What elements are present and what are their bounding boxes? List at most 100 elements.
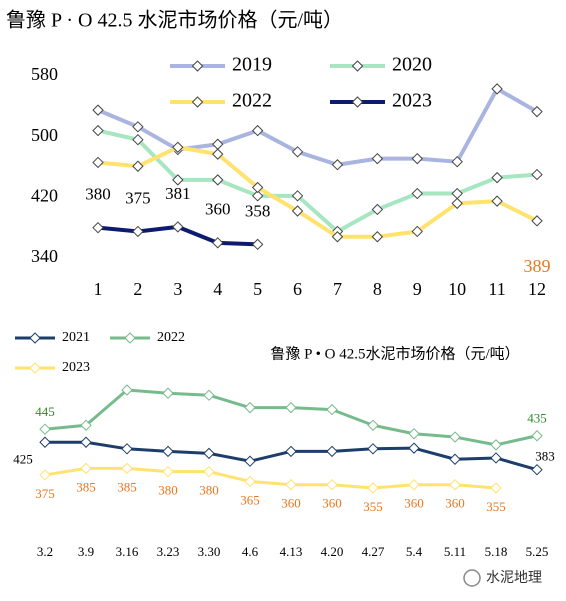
point-marker <box>203 389 215 401</box>
point-marker <box>371 203 384 216</box>
data-label: 375 <box>35 486 55 501</box>
data-label: 360 <box>205 200 231 219</box>
data-label: 380 <box>158 483 178 498</box>
data-label: 360 <box>404 496 424 511</box>
point-marker <box>212 174 224 186</box>
x-tick-label: 4 <box>213 279 222 299</box>
point-marker <box>367 482 379 494</box>
watermark-text: 水泥地理 <box>486 570 542 586</box>
point-marker <box>371 231 384 243</box>
point-marker <box>92 156 104 169</box>
point-marker <box>491 195 503 207</box>
x-tick-label: 4.20 <box>321 544 344 559</box>
watermark: 水泥地理 <box>463 569 542 587</box>
point-marker <box>172 174 184 186</box>
x-tick-label: 5.18 <box>485 544 508 559</box>
point-marker <box>92 104 104 116</box>
x-tick-label: 10 <box>448 279 466 299</box>
legend-label: 2023 <box>62 360 90 375</box>
point-marker <box>172 221 184 233</box>
data-label: 381 <box>165 184 191 203</box>
point-marker <box>244 455 256 467</box>
point-marker <box>490 452 502 464</box>
x-tick-label: 2 <box>133 279 142 299</box>
point-marker <box>92 221 104 234</box>
x-tick-label: 12 <box>528 279 546 299</box>
data-label: 360 <box>322 496 342 511</box>
point-marker <box>212 148 224 160</box>
point-marker <box>251 190 264 202</box>
point-marker <box>326 403 338 416</box>
point-marker <box>162 387 174 399</box>
point-marker <box>132 160 144 172</box>
legend-marker <box>351 96 364 108</box>
point-marker <box>408 442 420 454</box>
point-marker <box>212 138 224 150</box>
data-label: 355 <box>363 499 383 514</box>
x-tick-label: 11 <box>488 279 505 299</box>
point-marker <box>411 225 423 238</box>
point-marker <box>491 171 503 184</box>
watermark-icon <box>463 569 481 587</box>
point-marker <box>162 445 174 458</box>
point-marker <box>291 205 304 217</box>
data-label: 389 <box>524 256 551 276</box>
legend-marker <box>29 362 41 374</box>
point-marker <box>251 238 264 251</box>
point-marker <box>132 133 144 146</box>
x-tick-label: 4.6 <box>242 544 259 559</box>
point-marker <box>531 215 543 227</box>
point-marker <box>132 225 144 238</box>
point-marker <box>326 479 338 491</box>
point-marker <box>285 479 297 491</box>
x-tick-label: 9 <box>413 279 422 299</box>
point-marker <box>451 155 463 168</box>
point-marker <box>408 479 420 491</box>
point-marker <box>212 237 224 249</box>
point-marker <box>285 445 297 458</box>
x-tick-label: 3.23 <box>157 544 180 559</box>
data-label: 355 <box>486 499 506 514</box>
data-label: 375 <box>125 188 151 207</box>
point-marker <box>449 431 461 443</box>
legend-marker <box>29 332 41 344</box>
point-marker <box>449 479 461 491</box>
point-marker <box>251 124 264 137</box>
data-label: 358 <box>245 201 271 220</box>
point-marker <box>531 168 543 181</box>
point-marker <box>490 439 502 451</box>
legend-marker <box>124 332 136 344</box>
point-marker <box>371 152 384 165</box>
y-tick-label: 580 <box>31 64 58 84</box>
point-marker <box>491 83 503 95</box>
x-tick-label: 3.9 <box>78 544 94 559</box>
x-tick-label: 7 <box>333 279 342 299</box>
x-tick-label: 3.2 <box>37 544 53 559</box>
legend-label: 2021 <box>62 330 90 345</box>
point-marker <box>80 462 92 475</box>
point-marker <box>251 181 264 194</box>
point-marker <box>203 447 215 460</box>
data-label: 425 <box>13 451 33 466</box>
point-marker <box>244 401 256 414</box>
series-line <box>44 388 538 447</box>
point-marker <box>490 482 502 494</box>
point-marker <box>132 121 144 133</box>
point-marker <box>285 401 297 414</box>
data-label: 435 <box>527 411 547 426</box>
point-marker <box>451 197 463 210</box>
legend-label: 2023 <box>392 90 432 112</box>
point-marker <box>531 463 543 476</box>
data-label: 383 <box>535 449 555 464</box>
x-tick-label: 6 <box>293 279 302 299</box>
chart-title: 鲁豫 P · O 42.5 水泥市场价格（元/吨） <box>6 9 343 32</box>
point-marker <box>326 445 338 458</box>
point-marker <box>121 443 133 455</box>
data-label: 380 <box>199 483 219 498</box>
x-tick-label: 4.13 <box>280 544 303 559</box>
legend-marker <box>351 60 364 72</box>
point-marker <box>291 190 304 202</box>
point-marker <box>172 141 184 153</box>
point-marker <box>367 443 379 455</box>
y-tick-label: 340 <box>31 246 58 266</box>
